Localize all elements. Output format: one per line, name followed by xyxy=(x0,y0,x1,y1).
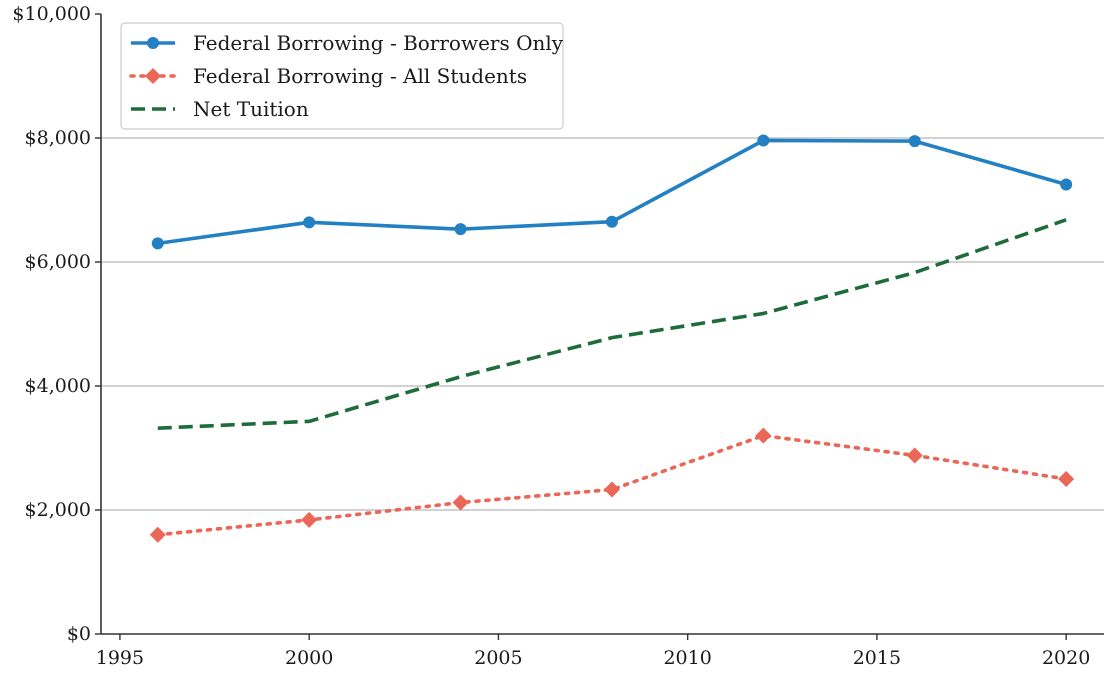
x-tick-label: 2020 xyxy=(1042,647,1090,669)
series-line xyxy=(157,138,1067,246)
legend-box xyxy=(120,22,564,130)
y-tick-label: $10,000 xyxy=(12,3,91,25)
axes: $0 $2,000 $4,000 $6,000 $8,000 $10,000 1995 200… xyxy=(12,3,1104,669)
data-point xyxy=(757,134,770,147)
x-tick-label: 2000 xyxy=(285,647,333,669)
series-layer xyxy=(149,134,1075,543)
legend-label: Federal Borrowing - Borrowers Only xyxy=(193,31,564,55)
series-3 xyxy=(157,218,1067,430)
data-point xyxy=(1060,178,1073,191)
legend-item: Net Tuition xyxy=(131,97,309,121)
data-point xyxy=(454,223,467,236)
data-point xyxy=(906,447,923,464)
legend-marker xyxy=(147,37,159,49)
x-tick-label: 2010 xyxy=(663,647,711,669)
legend-marker xyxy=(145,68,161,84)
y-tick-label: $4,000 xyxy=(25,375,91,397)
x-tick-label: 1995 xyxy=(96,647,144,669)
data-point xyxy=(303,216,316,229)
data-point xyxy=(151,237,164,250)
series-2 xyxy=(149,427,1075,543)
series-line xyxy=(157,218,1067,430)
y-tick-label: $0 xyxy=(67,623,91,645)
legend-item: Federal Borrowing - All Students xyxy=(129,64,527,88)
data-point xyxy=(452,494,469,511)
y-tick-label: $8,000 xyxy=(25,127,91,149)
legend-label: Federal Borrowing - All Students xyxy=(193,64,527,88)
data-point xyxy=(301,511,318,528)
legend-item: Federal Borrowing - Borrowers Only xyxy=(131,31,564,55)
data-point xyxy=(605,215,618,228)
y-tick-label: $6,000 xyxy=(25,251,91,273)
legend-label: Net Tuition xyxy=(193,97,309,121)
data-point xyxy=(149,526,166,543)
data-point xyxy=(1058,471,1075,487)
gridlines xyxy=(101,137,1104,511)
series-1 xyxy=(151,134,1073,250)
y-tick-label: $2,000 xyxy=(25,499,91,521)
data-point xyxy=(908,135,921,148)
data-point xyxy=(755,427,772,444)
x-tick-label: 2005 xyxy=(474,647,522,669)
legend: Federal Borrowing - Borrowers Only Federa… xyxy=(120,22,564,130)
data-point xyxy=(603,481,620,498)
x-tick-label: 2015 xyxy=(853,647,901,669)
